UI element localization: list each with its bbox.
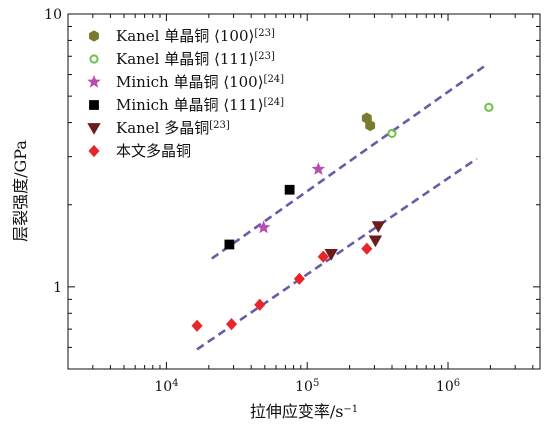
legend-marker-3 — [87, 74, 101, 88]
legend-label-6: 本文多晶铜 — [116, 142, 191, 160]
x-tick-base: 10 — [154, 379, 172, 395]
data-point-series-6 — [225, 318, 238, 331]
fit-line-2 — [196, 157, 478, 351]
fit-lines — [196, 63, 489, 351]
data-points — [191, 102, 494, 332]
data-point-series-3 — [311, 162, 326, 175]
legend-name: Kanel 单晶铜 ⟨111⟩ — [116, 50, 254, 68]
x-tick-exp: 4 — [172, 378, 178, 389]
legend-marker-4 — [89, 100, 99, 110]
legend-ref: [24] — [264, 97, 285, 108]
y-axis-label: 层裂强度/GPa — [11, 140, 30, 242]
legend-ref: [23] — [254, 28, 275, 39]
data-point-series-6 — [361, 242, 373, 255]
y-tick-label: 10 — [44, 7, 62, 23]
legend-name: 本文多晶铜 — [116, 142, 191, 160]
legend-ref: [24] — [264, 74, 285, 85]
fit-line-1 — [211, 63, 489, 260]
x-tick-exp: 5 — [313, 378, 319, 389]
x-tick-label: 104 — [154, 378, 178, 396]
legend: Kanel 单晶铜 ⟨100⟩[23]Kanel 单晶铜 ⟨111⟩[23]Mi… — [87, 27, 284, 160]
legend-name: Kanel 单晶铜 ⟨100⟩ — [116, 27, 254, 45]
data-point-series-2 — [484, 102, 494, 112]
x-tick-label: 105 — [295, 378, 319, 396]
x-tick-exp: 6 — [454, 378, 460, 389]
legend-name: Minich 单晶铜 ⟨100⟩ — [116, 73, 264, 91]
legend-marker-6 — [88, 144, 100, 158]
x-axis-label: 拉伸应变率/s−1 — [250, 402, 358, 421]
legend-ref: [23] — [254, 51, 275, 62]
x-axis-label-text: 拉伸应变率/s — [250, 402, 344, 421]
legend-marker-5 — [87, 123, 101, 135]
data-point-series-5 — [368, 235, 383, 248]
x-axis-label-exponent: −1 — [343, 404, 358, 415]
x-tick-base: 10 — [295, 379, 313, 395]
data-point-series-6 — [317, 250, 329, 263]
data-point-series-5 — [371, 221, 386, 233]
legend-label-2: Kanel 单晶铜 ⟨111⟩[23] — [116, 50, 275, 68]
data-point-series-6 — [191, 319, 203, 332]
data-point-series-4 — [224, 239, 235, 250]
data-point-series-1 — [365, 119, 376, 132]
legend-name: Kanel 多晶铜 — [116, 119, 209, 137]
x-tick-label: 106 — [436, 378, 460, 396]
data-point-series-6 — [254, 298, 266, 311]
legend-label-3: Minich 单晶铜 ⟨100⟩[24] — [116, 73, 284, 91]
data-point-series-2 — [387, 128, 397, 139]
data-point-series-5 — [324, 249, 338, 261]
plot-frame — [67, 13, 541, 370]
legend-marker-1 — [89, 30, 99, 42]
legend-marker-2 — [89, 54, 99, 64]
legend-name: Minich 单晶铜 ⟨111⟩ — [116, 96, 264, 114]
y-tick-label: 1 — [53, 280, 62, 296]
legend-label-5: Kanel 多晶铜[23] — [116, 119, 230, 137]
plot-area — [67, 13, 541, 370]
data-point-series-6 — [293, 272, 305, 285]
legend-ref: [23] — [209, 120, 230, 131]
legend-label-4: Minich 单晶铜 ⟨111⟩[24] — [116, 96, 284, 114]
data-point-series-3 — [256, 220, 271, 234]
legend-label-1: Kanel 单晶铜 ⟨100⟩[23] — [116, 27, 275, 45]
x-tick-base: 10 — [436, 379, 454, 395]
data-point-series-4 — [284, 184, 295, 195]
